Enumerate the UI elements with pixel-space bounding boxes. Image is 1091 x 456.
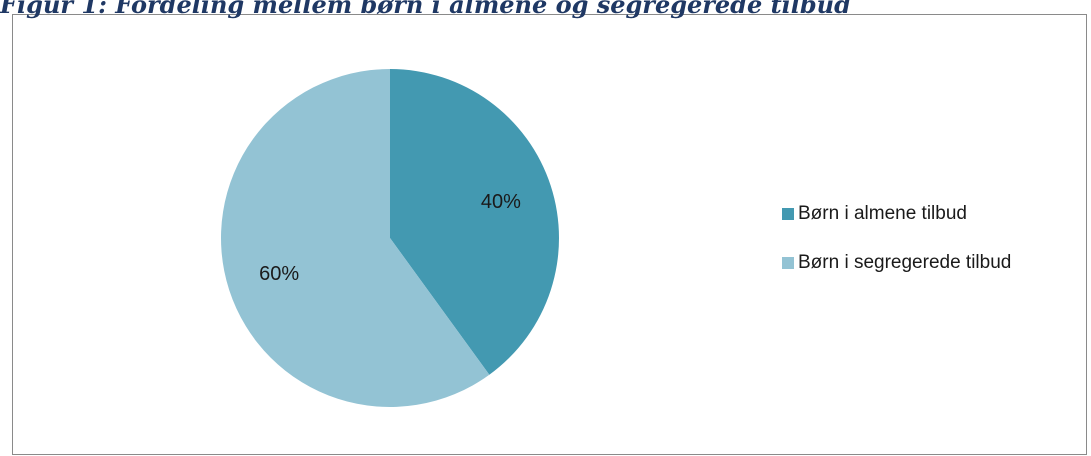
legend-swatch-1 [782,208,794,220]
chart-legend: Børn i almene tilbud Børn i segregerede t… [782,202,1011,300]
legend-label-2: Børn i segregerede tilbud [798,252,1012,273]
legend-item-2: Børn i segregerede tilbud [782,251,1011,275]
slice-label-2: 60% [259,263,299,285]
legend-item-1: Børn i almene tilbud [782,202,1011,226]
legend-label-1: Børn i almene tilbud [798,203,967,224]
legend-swatch-2 [782,257,794,269]
pie-slice-1 [390,69,559,375]
figure-title: Figur 1: Fordeling mellem børn i almene … [0,0,851,19]
pie-slice-2 [221,69,490,407]
slice-label-1: 40% [481,191,521,213]
